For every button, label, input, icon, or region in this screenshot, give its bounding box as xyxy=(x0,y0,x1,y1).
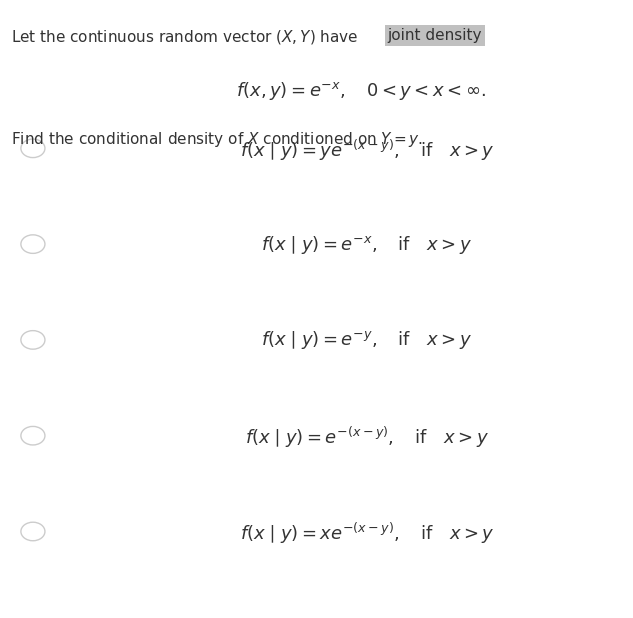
Text: $f(x \mid y) = e^{-y},\quad \mathrm{if}\quad x > y$: $f(x \mid y) = e^{-y},\quad \mathrm{if}\… xyxy=(261,329,473,352)
Text: $f(x \mid y) = xe^{-(x-y)},\quad \mathrm{if}\quad x > y$: $f(x \mid y) = xe^{-(x-y)},\quad \mathrm… xyxy=(240,521,494,546)
Text: $f(x \mid y) = e^{-(x-y)},\quad \mathrm{if}\quad x > y$: $f(x \mid y) = e^{-(x-y)},\quad \mathrm{… xyxy=(245,425,489,451)
Text: $f(x \mid y) = ye^{-(x-y)},\quad \mathrm{if}\quad x > y$: $f(x \mid y) = ye^{-(x-y)},\quad \mathrm… xyxy=(240,138,494,163)
Text: Find the conditional density of $X$ conditioned on $Y = y$.: Find the conditional density of $X$ cond… xyxy=(11,130,423,149)
Text: $f(x,y) = e^{-x},\quad 0 < y < x < \infty.$: $f(x,y) = e^{-x},\quad 0 < y < x < \inft… xyxy=(236,80,486,103)
Text: joint density: joint density xyxy=(387,28,482,43)
Text: $f(x \mid y) = e^{-x},\quad \mathrm{if}\quad x > y$: $f(x \mid y) = e^{-x},\quad \mathrm{if}\… xyxy=(261,234,473,256)
Text: Let the continuous random vector $(X,Y)$ have: Let the continuous random vector $(X,Y)$… xyxy=(11,28,360,46)
